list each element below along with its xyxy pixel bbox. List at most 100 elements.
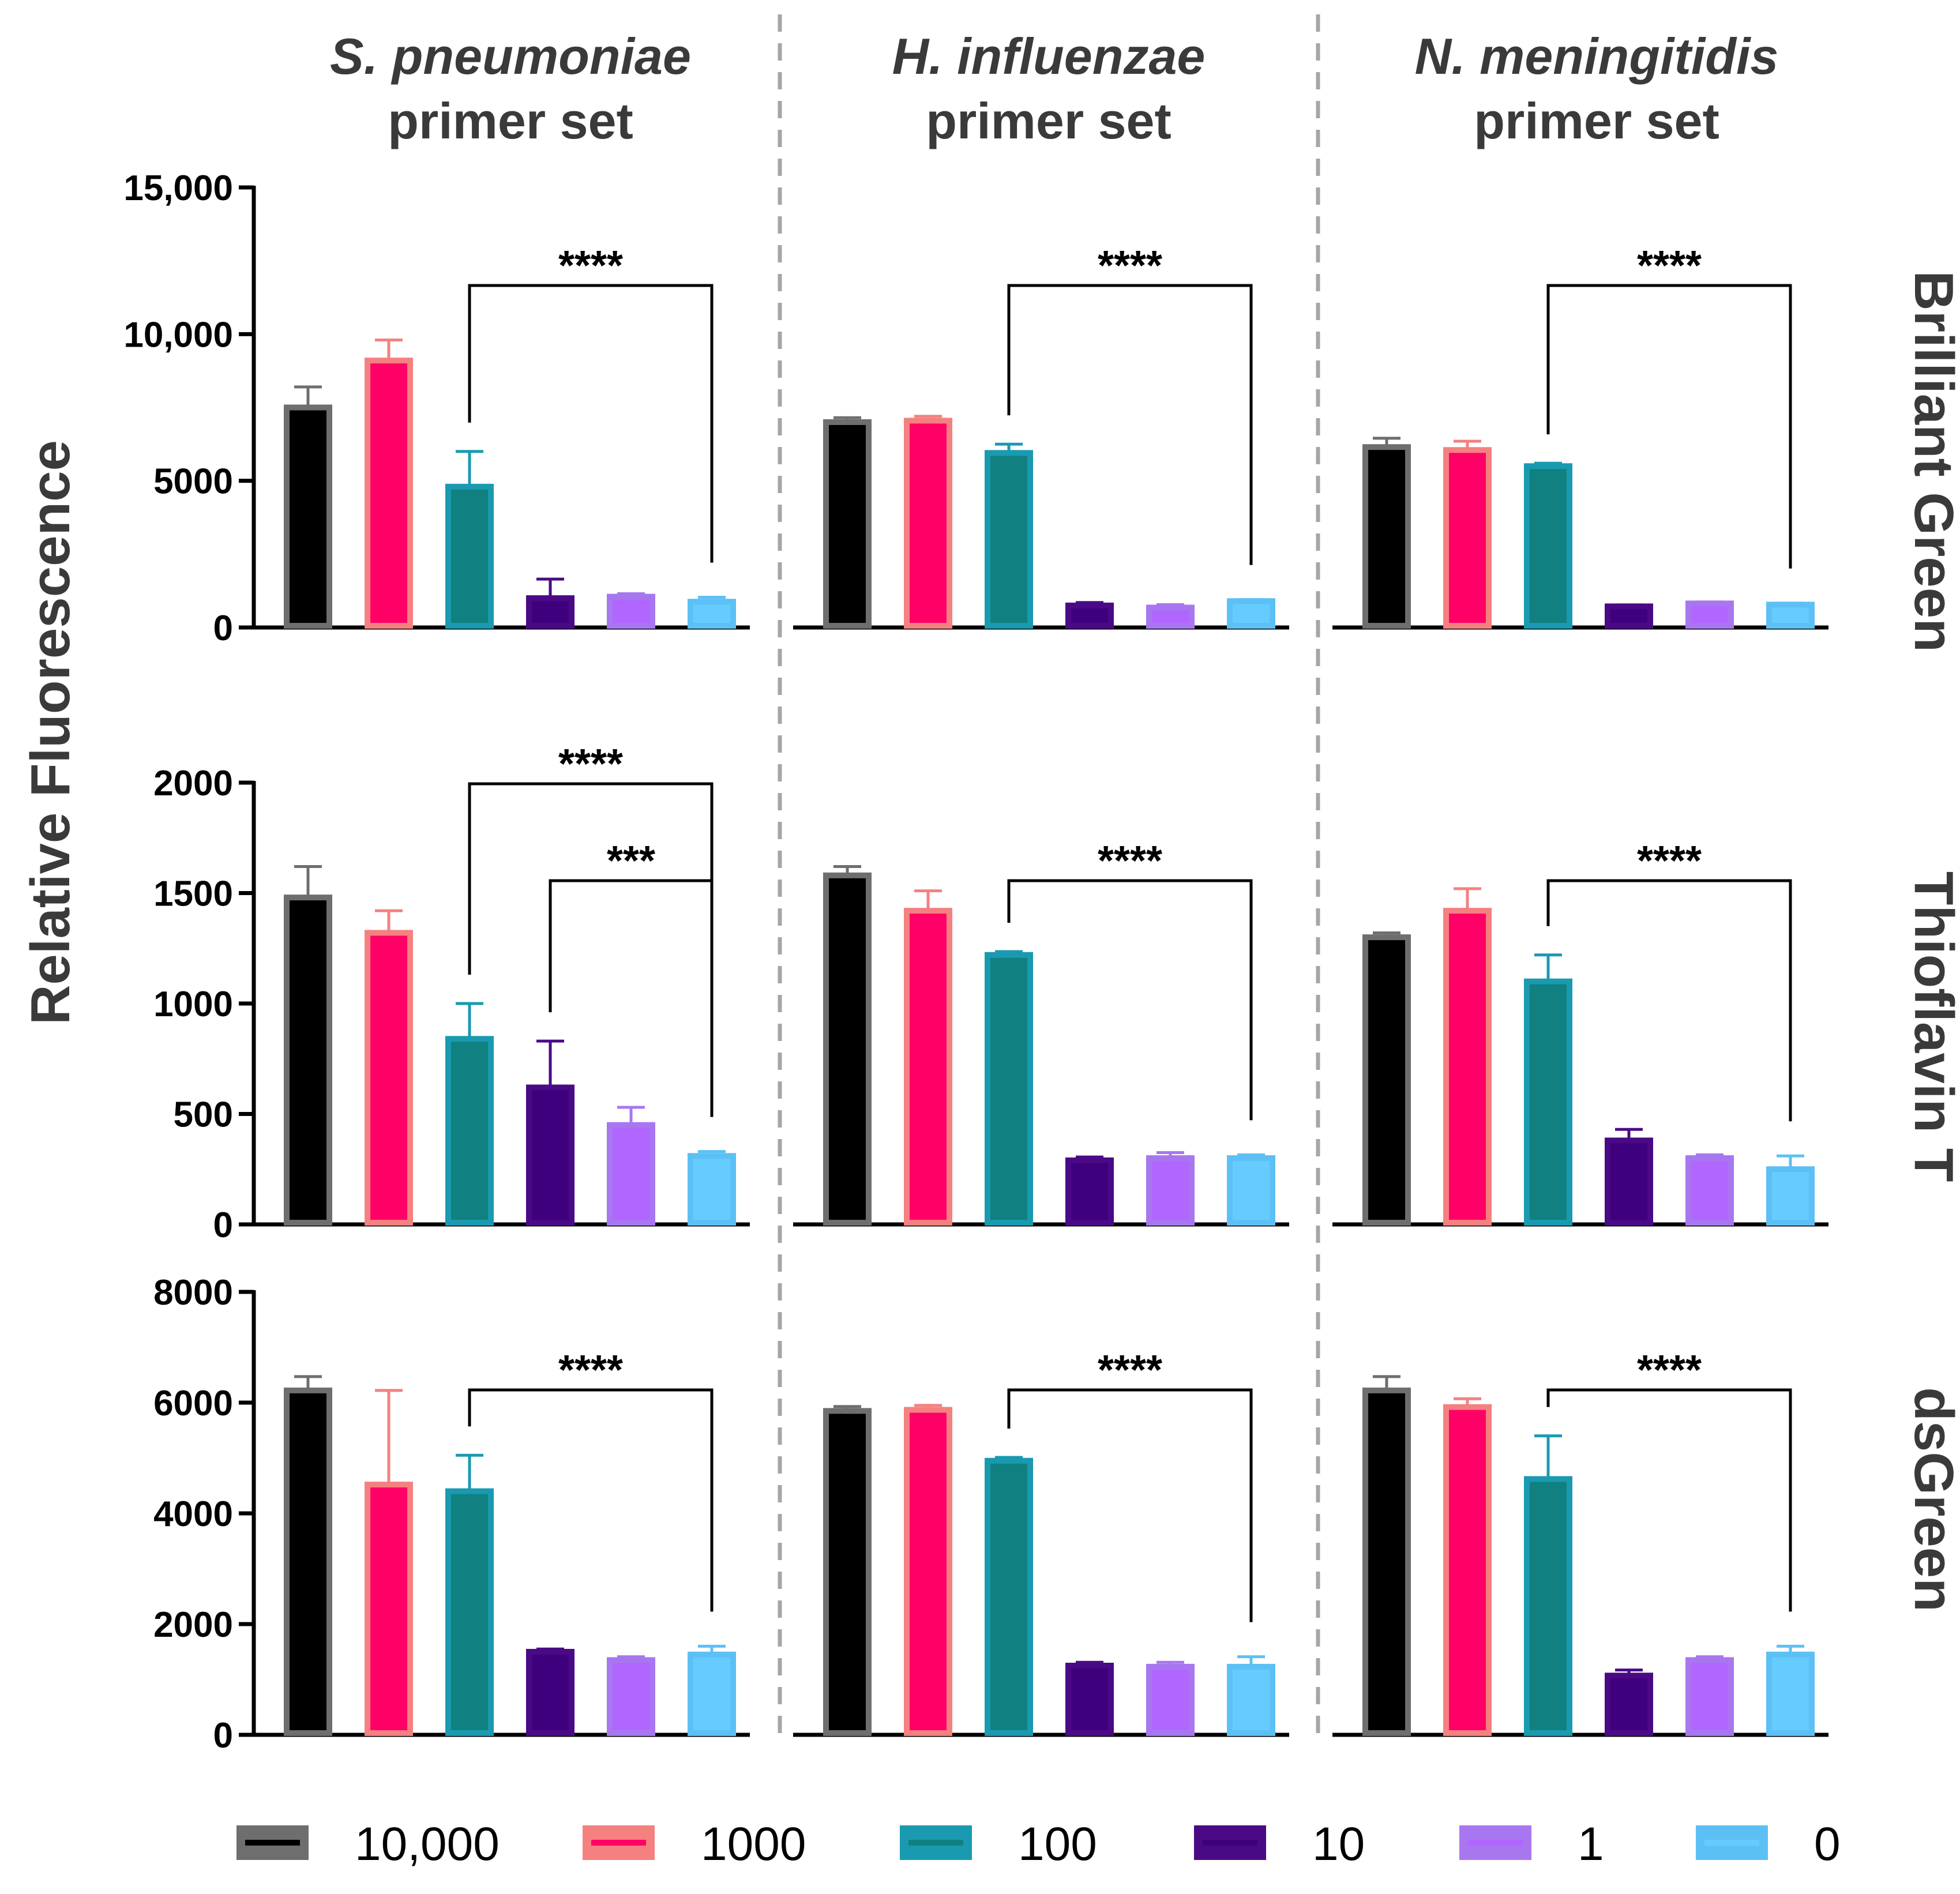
column-title-primer-set-3: primer set bbox=[1474, 92, 1719, 149]
y-tick-label: 8000 bbox=[153, 1273, 233, 1313]
column-title-primer-set-1: primer set bbox=[388, 92, 633, 149]
bracket-line bbox=[1546, 1388, 1792, 1612]
bar-10,000 bbox=[284, 1387, 332, 1736]
panel-r3-c1: 0 2000 4000 6000 8000 **** bbox=[153, 1273, 750, 1756]
bar-1000 bbox=[904, 908, 952, 1226]
significance-bracket: **** bbox=[468, 741, 714, 1117]
bar-10,000 bbox=[823, 419, 872, 629]
significance-label: *** bbox=[607, 838, 655, 884]
y-tick-label: 2000 bbox=[153, 764, 233, 803]
bar-1000 bbox=[904, 1407, 952, 1736]
column-title-organism-2: H. influenzae bbox=[892, 28, 1206, 85]
significance-bracket: **** bbox=[1007, 838, 1253, 1121]
bar-0 bbox=[1227, 1663, 1275, 1736]
panel-r1-c1: 0 5000 10,000 15,000 **** bbox=[123, 168, 750, 648]
y-tick-label: 5000 bbox=[153, 462, 233, 502]
panel-r2-c2: **** bbox=[793, 838, 1289, 1227]
bar-0 bbox=[688, 1153, 736, 1226]
legend-label: 1000 bbox=[701, 1818, 806, 1870]
legend: 10,000 1000 100 10 1 0 bbox=[236, 1818, 1841, 1870]
bar-0 bbox=[1766, 602, 1815, 629]
significance-label: **** bbox=[1098, 1347, 1162, 1393]
bar-100 bbox=[445, 1488, 494, 1737]
bar-100 bbox=[985, 952, 1033, 1226]
bar-100 bbox=[445, 483, 494, 629]
significance-label: **** bbox=[1637, 838, 1702, 884]
significance-label: **** bbox=[558, 1347, 623, 1393]
bar-1 bbox=[1685, 600, 1734, 629]
y-axis-title: Relative Fluorescence bbox=[20, 440, 81, 1025]
bar-1000 bbox=[1443, 1404, 1492, 1736]
bar-10 bbox=[1065, 602, 1114, 629]
legend-label: 10 bbox=[1312, 1818, 1365, 1870]
bar-10 bbox=[526, 595, 575, 629]
bar-1000 bbox=[365, 1482, 413, 1737]
panel-r3-c2: **** bbox=[793, 1347, 1289, 1737]
bar-100 bbox=[1524, 1476, 1572, 1736]
bar-0 bbox=[1766, 1166, 1815, 1226]
column-title-primer-set-2: primer set bbox=[926, 92, 1172, 149]
bar-1 bbox=[607, 593, 655, 629]
bracket-line bbox=[1007, 879, 1253, 1121]
significance-label: **** bbox=[1098, 838, 1162, 884]
significance-label: **** bbox=[1637, 243, 1702, 289]
bar-100 bbox=[445, 1036, 494, 1226]
bar-1 bbox=[1685, 1155, 1734, 1226]
panel-grid: 0 5000 10,000 15,000 **** **** **** 0 500 1000 150… bbox=[123, 168, 1828, 1756]
bar-10 bbox=[1605, 1673, 1653, 1737]
y-tick-label: 0 bbox=[213, 1205, 233, 1245]
bar-1 bbox=[1146, 1663, 1195, 1736]
bar-1000 bbox=[1443, 908, 1492, 1226]
y-tick-label: 1000 bbox=[153, 984, 233, 1024]
panel-r1-c3: **** bbox=[1332, 243, 1828, 630]
y-tick-label: 6000 bbox=[153, 1384, 233, 1423]
bar-10,000 bbox=[284, 404, 332, 629]
y-tick-label: 0 bbox=[213, 608, 233, 648]
y-tick-label: 500 bbox=[174, 1095, 233, 1135]
bar-100 bbox=[1524, 978, 1572, 1226]
bar-10,000 bbox=[1362, 444, 1411, 629]
bracket-line bbox=[1007, 1388, 1253, 1622]
legend-label: 1 bbox=[1578, 1818, 1604, 1870]
dye-labels: Brilliant Green Thioflavin T dsGreen bbox=[1903, 270, 1960, 1611]
legend-item-100: 100 bbox=[900, 1818, 1097, 1870]
bar-0 bbox=[1227, 598, 1275, 629]
bar-1 bbox=[607, 1122, 655, 1226]
panel-r1-c2: **** bbox=[793, 243, 1289, 630]
y-tick-label: 15,000 bbox=[123, 168, 233, 208]
legend-item-10,000: 10,000 bbox=[236, 1818, 500, 1870]
y-tick-label: 1500 bbox=[153, 874, 233, 914]
bar-1000 bbox=[365, 930, 413, 1226]
legend-item-1000: 1000 bbox=[583, 1818, 806, 1870]
legend-item-0: 0 bbox=[1696, 1818, 1841, 1870]
bar-0 bbox=[688, 1651, 736, 1737]
bar-100 bbox=[1524, 463, 1572, 629]
bar-10,000 bbox=[284, 895, 332, 1226]
bar-1 bbox=[1146, 604, 1195, 629]
significance-bracket: **** bbox=[468, 1347, 714, 1612]
significance-bracket: *** bbox=[549, 838, 714, 1117]
dye-label-1: Brilliant Green bbox=[1903, 270, 1960, 652]
y-tick-label: 10,000 bbox=[123, 315, 233, 355]
bar-0 bbox=[1227, 1155, 1275, 1226]
y-tick-label: 2000 bbox=[153, 1605, 233, 1645]
bar-10,000 bbox=[1362, 934, 1411, 1226]
bracket-line bbox=[1007, 284, 1253, 565]
bar-1 bbox=[1146, 1155, 1195, 1226]
bar-10,000 bbox=[1362, 1387, 1411, 1736]
bar-10 bbox=[526, 1084, 575, 1226]
significance-label: **** bbox=[1637, 1347, 1702, 1393]
legend-label: 10,000 bbox=[355, 1818, 500, 1870]
column-titles: S. pneumoniae primer set H. influenzae prim… bbox=[330, 28, 1778, 149]
bar-10,000 bbox=[823, 872, 872, 1226]
significance-bracket: **** bbox=[1007, 1347, 1253, 1622]
significance-bracket: **** bbox=[1546, 838, 1792, 1122]
bar-1 bbox=[607, 1657, 655, 1736]
bar-100 bbox=[985, 1457, 1033, 1737]
legend-label: 100 bbox=[1018, 1818, 1097, 1870]
bar-0 bbox=[1766, 1651, 1815, 1737]
dye-label-3: dsGreen bbox=[1903, 1387, 1960, 1611]
bar-1000 bbox=[904, 418, 952, 629]
bar-10 bbox=[1605, 603, 1653, 629]
